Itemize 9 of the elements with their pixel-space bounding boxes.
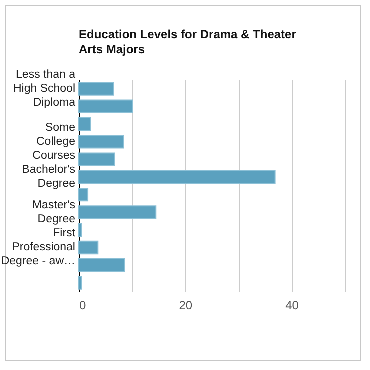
y-tick-label: Master's Degree bbox=[32, 199, 76, 226]
y-tick-label: First Professional Degree - aw… bbox=[1, 228, 76, 268]
chart-title: Education Levels for Drama & Theater Arts Majors bbox=[79, 27, 297, 56]
y-tick-label: Some College Courses bbox=[32, 122, 76, 162]
x-tick-label: 40 bbox=[286, 298, 300, 312]
x-tick-label: 0 bbox=[80, 298, 86, 312]
y-tick-label: Bachelor's Degree bbox=[22, 164, 76, 190]
y-tick-label: Less than a High School Diploma bbox=[13, 68, 76, 109]
x-tick-label: 20 bbox=[179, 298, 193, 312]
